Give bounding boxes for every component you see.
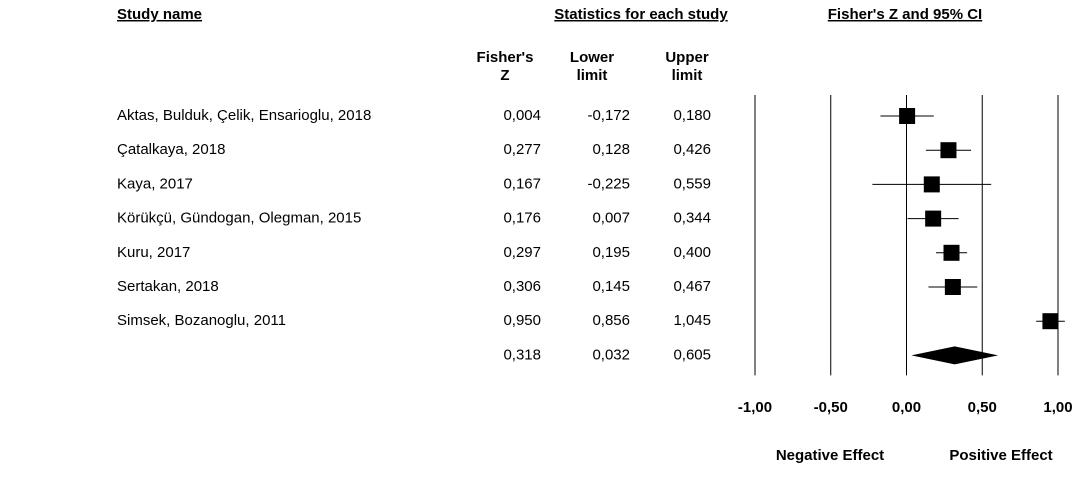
effect-marker	[943, 244, 960, 261]
annotation: Negative Effect	[776, 447, 884, 464]
table-value: 0,467	[673, 278, 711, 295]
effect-marker	[1042, 313, 1059, 330]
study-name: Aktas, Bulduk, Çelik, Ensarioglu, 2018	[117, 107, 371, 124]
x-tick-label: 0,50	[968, 399, 997, 416]
effect-marker	[923, 176, 940, 193]
column-header: Lower	[570, 49, 614, 66]
table-value: 0,180	[673, 107, 711, 124]
study-name: Körükçü, Gündogan, Olegman, 2015	[117, 210, 361, 227]
column-header: Upper	[665, 49, 709, 66]
summary-diamond	[911, 346, 999, 365]
x-tick-label: -0,50	[814, 399, 848, 416]
summary-value: 0,318	[503, 346, 541, 363]
table-value: 0,950	[503, 312, 541, 329]
study-header: Study name	[117, 6, 202, 23]
table-value: -0,172	[587, 107, 630, 124]
table-value: 0,007	[592, 210, 630, 227]
effect-marker	[944, 279, 961, 295]
table-value: 0,167	[503, 175, 541, 192]
table-value: 0,004	[503, 107, 541, 124]
plot-title: Fisher's Z and 95% CI	[828, 6, 982, 23]
table-value: 0,426	[673, 141, 711, 158]
effect-marker	[899, 108, 916, 124]
annotation: Positive Effect	[949, 447, 1052, 464]
study-name: Simsek, Bozanoglu, 2011	[117, 312, 286, 329]
table-value: 0,344	[673, 210, 711, 227]
effect-marker	[940, 142, 957, 159]
table-value: 0,400	[673, 244, 711, 261]
table-value: 0,306	[503, 278, 541, 295]
table-value: 0,195	[592, 244, 630, 261]
column-header: limit	[577, 67, 608, 84]
table-value: 0,559	[673, 175, 711, 192]
study-name: Çatalkaya, 2018	[117, 141, 225, 158]
column-header: Fisher's	[477, 49, 534, 66]
table-value: 0,856	[592, 312, 630, 329]
column-header: limit	[672, 67, 703, 84]
study-name: Sertakan, 2018	[117, 278, 219, 295]
x-tick-label: -1,00	[738, 399, 772, 416]
study-name: Kaya, 2017	[117, 175, 193, 192]
table-value: 0,176	[503, 210, 541, 227]
table-value: 1,045	[673, 312, 711, 329]
summary-value: 0,032	[592, 346, 630, 363]
table-value: 0,128	[592, 141, 630, 158]
column-header: Z	[500, 67, 509, 84]
study-name: Kuru, 2017	[117, 244, 190, 261]
effect-marker	[925, 210, 942, 227]
summary-value: 0,605	[673, 346, 711, 363]
table-value: 0,297	[503, 244, 541, 261]
table-value: 0,145	[592, 278, 630, 295]
stats-header: Statistics for each study	[554, 6, 728, 23]
x-tick-label: 0,00	[892, 399, 921, 416]
table-value: -0,225	[587, 175, 630, 192]
x-tick-label: 1,00	[1043, 399, 1072, 416]
table-value: 0,277	[503, 141, 541, 158]
